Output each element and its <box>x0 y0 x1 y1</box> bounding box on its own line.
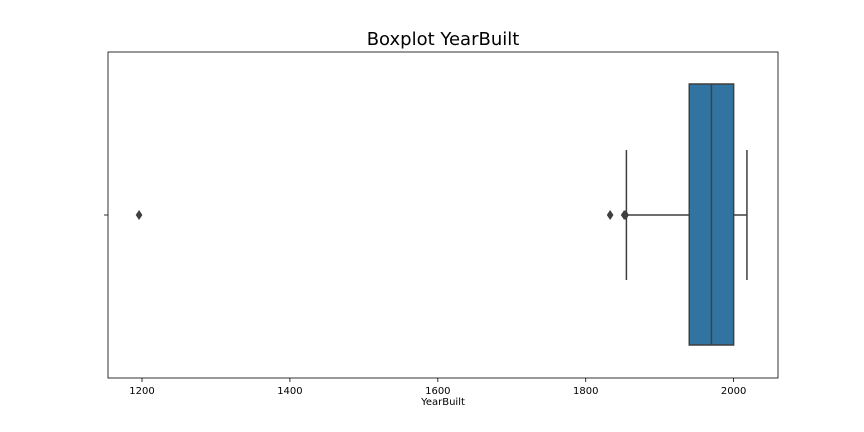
x-tick-label: 1400 <box>277 386 302 397</box>
outlier-point <box>135 209 143 221</box>
x-tick-label: 2000 <box>721 386 746 397</box>
outlier-point <box>622 209 630 221</box>
x-axis-label: YearBuilt <box>421 397 465 408</box>
x-tick-label: 1200 <box>129 386 154 397</box>
x-tick-label: 1800 <box>573 386 598 397</box>
outlier-point <box>606 209 614 221</box>
x-tick-label: 1600 <box>425 386 450 397</box>
chart-title: Boxplot YearBuilt <box>366 29 520 50</box>
